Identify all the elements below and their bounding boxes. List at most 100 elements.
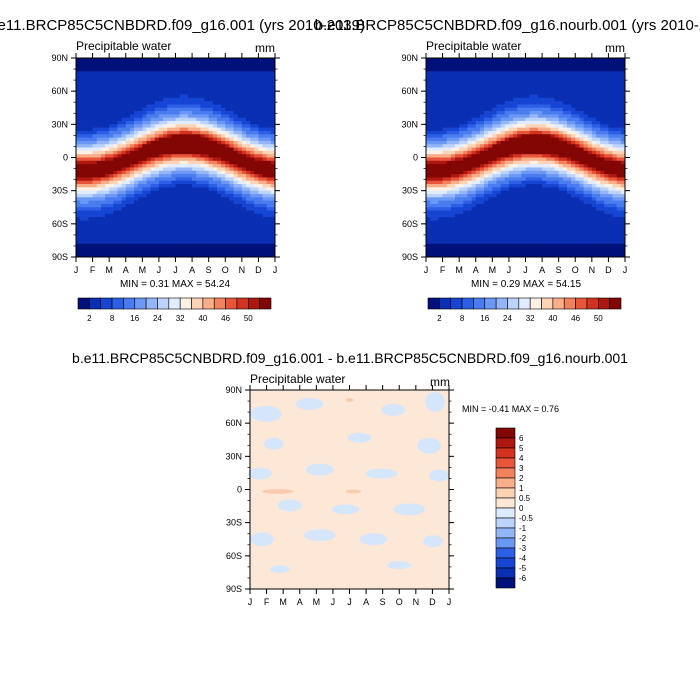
panel-1-cell [245, 184, 251, 188]
panel-1-cell [138, 213, 143, 218]
panel-1-cell [233, 223, 239, 228]
panel-2-cell [616, 97, 622, 102]
panel-1-cell [88, 140, 93, 145]
panel-1-cell [125, 84, 131, 89]
panel-2-cell [566, 130, 572, 135]
panel-1-cell [84, 177, 89, 182]
panel-2-cell [537, 174, 543, 178]
panel-1-cell [225, 91, 230, 95]
panel-2-cell [583, 104, 589, 109]
panel-2-cell [529, 84, 535, 89]
panel-2-cell [459, 94, 464, 99]
panel-1-cell [233, 253, 239, 258]
panel-2-cell [595, 167, 601, 172]
panel-1-cell [237, 230, 243, 235]
panel-2-cell [479, 71, 485, 75]
panel-1-cell [138, 223, 143, 228]
panel-1-cell [196, 134, 201, 138]
panel-2-cell [459, 130, 464, 135]
panel-1-cell [204, 91, 210, 95]
panel-1-cell [266, 144, 272, 148]
panel-1-cell [84, 190, 89, 195]
panel-2-cell [612, 121, 618, 125]
panel-2-cell [542, 104, 547, 109]
panel-1-cell [84, 184, 89, 188]
panel-1-cell [171, 94, 176, 99]
panel-2-cell [459, 97, 464, 102]
panel-2-cell [504, 147, 510, 152]
panel-1-cell [158, 220, 164, 225]
panel-1-cell [221, 114, 226, 119]
panel-1-cell [204, 210, 210, 215]
panel-1-cell [84, 114, 89, 119]
panel-2-cell [583, 81, 589, 85]
panel-2-cell [608, 111, 613, 115]
panel-1-cell [171, 170, 176, 175]
panel-1-cell [200, 137, 205, 142]
panel-2-cell [616, 187, 622, 192]
panel-2-cell [575, 147, 580, 152]
panel-1-cell [270, 137, 276, 142]
panel-1-cell [200, 71, 205, 75]
panel-2-cell [583, 114, 589, 119]
panel-1-cell [113, 94, 118, 99]
panel-2-cell [608, 117, 613, 122]
panel-2-cell [442, 94, 448, 99]
panel-1-cell [266, 243, 272, 248]
panel-2-cell [438, 114, 443, 119]
panel-2-cell [595, 157, 601, 162]
panel-1-cell [125, 230, 131, 235]
panel-1-cell [146, 250, 152, 255]
panel-2-cell [583, 140, 589, 145]
panel-1-cell [150, 114, 156, 119]
panel-2-cell [521, 177, 526, 182]
panel-1-colorbar-box [191, 297, 204, 310]
panel-1-cell [163, 177, 168, 182]
panel-1-cell [134, 197, 139, 202]
panel-1-cell [158, 200, 164, 205]
panel-2-cell [571, 84, 576, 89]
panel-1-cell [208, 137, 214, 142]
panel-1-cell [200, 207, 205, 211]
panel-1-cell [212, 243, 218, 248]
panel-2-cell [546, 77, 551, 82]
panel-1-cell [216, 61, 222, 66]
panel-2-cell [587, 74, 593, 79]
panel-2-cell [455, 140, 460, 145]
panel-2-cell [475, 111, 481, 115]
panel-1-cell [179, 240, 185, 245]
panel-1-cell [100, 67, 106, 72]
panel-1-cell [241, 240, 247, 245]
panel-2-cell [537, 77, 543, 82]
panel-2-cell [562, 64, 568, 69]
panel-1-cell [76, 223, 81, 228]
panel-1-cell [96, 144, 102, 148]
panel-1-cell [183, 190, 189, 195]
panel-1-cell [258, 170, 263, 175]
panel-1-cell [212, 71, 218, 75]
panel-1-cell [163, 164, 168, 168]
panel-1-cell [258, 144, 263, 148]
panel-1-cell [105, 104, 110, 109]
panel-2-cell [488, 187, 493, 192]
panel-2-cell [542, 71, 547, 75]
panel-1-cell [117, 223, 123, 228]
panel-2-cell [517, 91, 522, 95]
panel-1-cell [105, 210, 110, 215]
panel-1-cell [212, 177, 218, 182]
panel-1-cell [192, 121, 197, 125]
panel-2-cell [475, 150, 481, 155]
panel-1-cell [96, 180, 102, 185]
panel-1-cell [125, 240, 131, 245]
panel-1-cell [150, 84, 156, 89]
panel-2-cell [513, 58, 518, 62]
panel-1-cell [138, 174, 143, 178]
panel-1-cell [96, 197, 102, 202]
panel-2-cell [463, 127, 468, 132]
panel-2-cell [446, 160, 452, 165]
panel-1-cell [216, 64, 222, 69]
panel-1-cell [258, 207, 263, 211]
panel-1-cell [109, 160, 114, 165]
panel-1-cell [121, 134, 127, 138]
panel-2-cell [537, 137, 543, 142]
